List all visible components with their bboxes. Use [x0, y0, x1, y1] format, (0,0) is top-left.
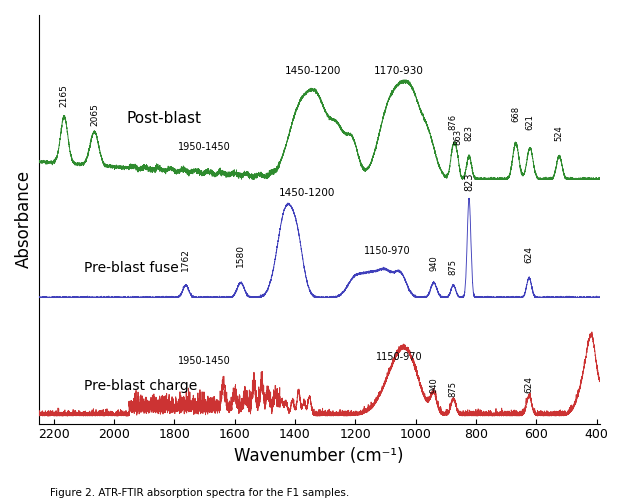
- Text: 624: 624: [525, 246, 534, 263]
- X-axis label: Wavenumber (cm⁻¹): Wavenumber (cm⁻¹): [235, 447, 404, 465]
- Text: 1950-1450: 1950-1450: [178, 356, 231, 366]
- Y-axis label: Absorbance: Absorbance: [15, 170, 33, 268]
- Text: 876: 876: [449, 114, 457, 130]
- Text: 823: 823: [464, 172, 474, 191]
- Text: 524: 524: [555, 126, 563, 141]
- Text: 1170-930: 1170-930: [374, 66, 424, 76]
- Text: 621: 621: [525, 114, 535, 130]
- Text: 940: 940: [429, 255, 438, 271]
- Text: 624: 624: [525, 376, 534, 393]
- Text: 940: 940: [429, 378, 438, 393]
- Text: 875: 875: [449, 258, 458, 274]
- Text: 863: 863: [454, 128, 462, 145]
- Text: 2165: 2165: [60, 84, 69, 106]
- Text: 1450-1200: 1450-1200: [279, 188, 335, 198]
- Text: 2065: 2065: [90, 103, 99, 126]
- Text: 1950-1450: 1950-1450: [178, 142, 231, 152]
- Text: 1150-970: 1150-970: [364, 246, 411, 256]
- Text: 1580: 1580: [236, 244, 245, 267]
- Text: 823: 823: [464, 125, 474, 141]
- Text: Post-blast: Post-blast: [126, 110, 201, 126]
- Text: 1762: 1762: [181, 248, 190, 271]
- Text: 1450-1200: 1450-1200: [285, 66, 341, 76]
- Text: Pre-blast charge: Pre-blast charge: [84, 379, 197, 393]
- Text: Pre-blast fuse: Pre-blast fuse: [84, 260, 178, 274]
- Text: Figure 2. ATR-FTIR absorption spectra for the F1 samples.: Figure 2. ATR-FTIR absorption spectra fo…: [50, 488, 349, 498]
- Text: 668: 668: [511, 106, 520, 122]
- Text: 875: 875: [449, 381, 458, 397]
- Text: 1150-970: 1150-970: [376, 352, 422, 362]
